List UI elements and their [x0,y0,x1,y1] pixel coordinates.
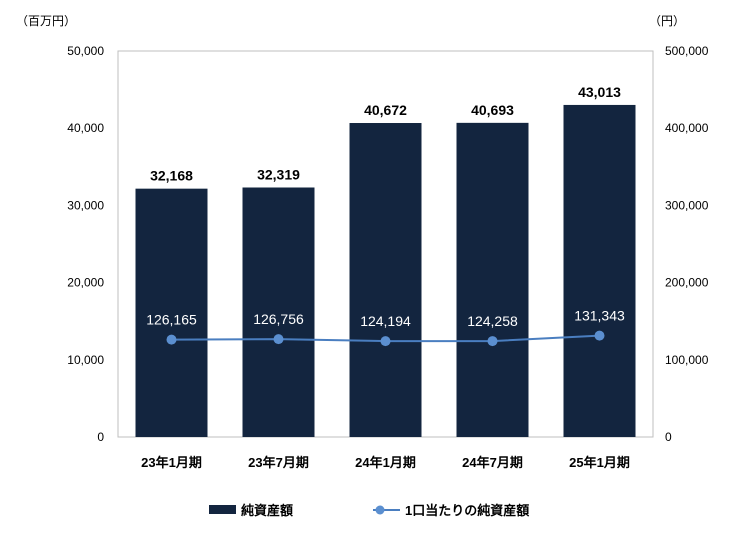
bar [349,123,422,438]
bar-series: 32,168 32,319 40,672 40,693 43,013 [135,84,636,438]
line-value-label: 131,343 [574,308,625,324]
line-value-label: 124,258 [467,313,518,329]
right-tick-label: 500,000 [665,44,709,58]
bar [242,187,315,437]
line-marker [273,334,284,345]
bar-value-label: 32,168 [150,168,193,184]
left-axis-ticks: 0 10,000 20,000 30,000 40,000 50,000 [67,44,104,444]
category-label: 24年1月期 [355,455,416,470]
left-tick-label: 50,000 [67,44,104,58]
right-tick-label: 300,000 [665,198,709,212]
left-tick-label: 0 [97,430,104,444]
line-marker [380,336,391,347]
legend: 純資産額 1口当たりの純資産額 [209,503,529,518]
legend-bar-swatch [209,505,236,514]
line-series: 126,165 126,756 124,194 124,258 131,343 [146,308,625,347]
right-tick-label: 0 [665,430,672,444]
line-marker [594,330,605,341]
bar [563,104,636,437]
line-value-label: 124,194 [360,313,411,329]
bar [135,188,208,437]
bar-value-label: 43,013 [578,84,621,100]
bar-value-label: 40,672 [364,102,407,118]
category-label: 24年7月期 [462,455,523,470]
line-value-label: 126,756 [253,311,304,327]
left-tick-label: 30,000 [67,198,104,212]
right-tick-label: 100,000 [665,353,709,367]
bar-value-label: 32,319 [257,166,300,182]
right-tick-label: 200,000 [665,276,709,290]
line-value-label: 126,165 [146,312,197,328]
line-marker [487,336,498,347]
left-tick-label: 20,000 [67,276,104,290]
left-tick-label: 10,000 [67,353,104,367]
category-axis: 23年1月期 23年7月期 24年1月期 24年7月期 25年1月期 [141,455,630,470]
legend-line-label: 1口当たりの純資産額 [405,503,529,518]
right-axis-ticks: 0 100,000 200,000 300,000 400,000 500,000 [665,44,709,444]
category-label: 25年1月期 [569,455,630,470]
category-label: 23年1月期 [141,455,202,470]
line-marker [166,334,177,345]
left-axis-unit: （百万円） [16,14,76,28]
legend-line-marker [375,505,385,515]
left-tick-label: 40,000 [67,121,104,135]
legend-bar-label: 純資産額 [241,503,293,518]
bar [456,122,529,437]
right-tick-label: 400,000 [665,121,709,135]
right-axis-unit: （円） [649,14,685,28]
category-label: 23年7月期 [248,455,309,470]
bar-value-label: 40,693 [471,102,514,118]
